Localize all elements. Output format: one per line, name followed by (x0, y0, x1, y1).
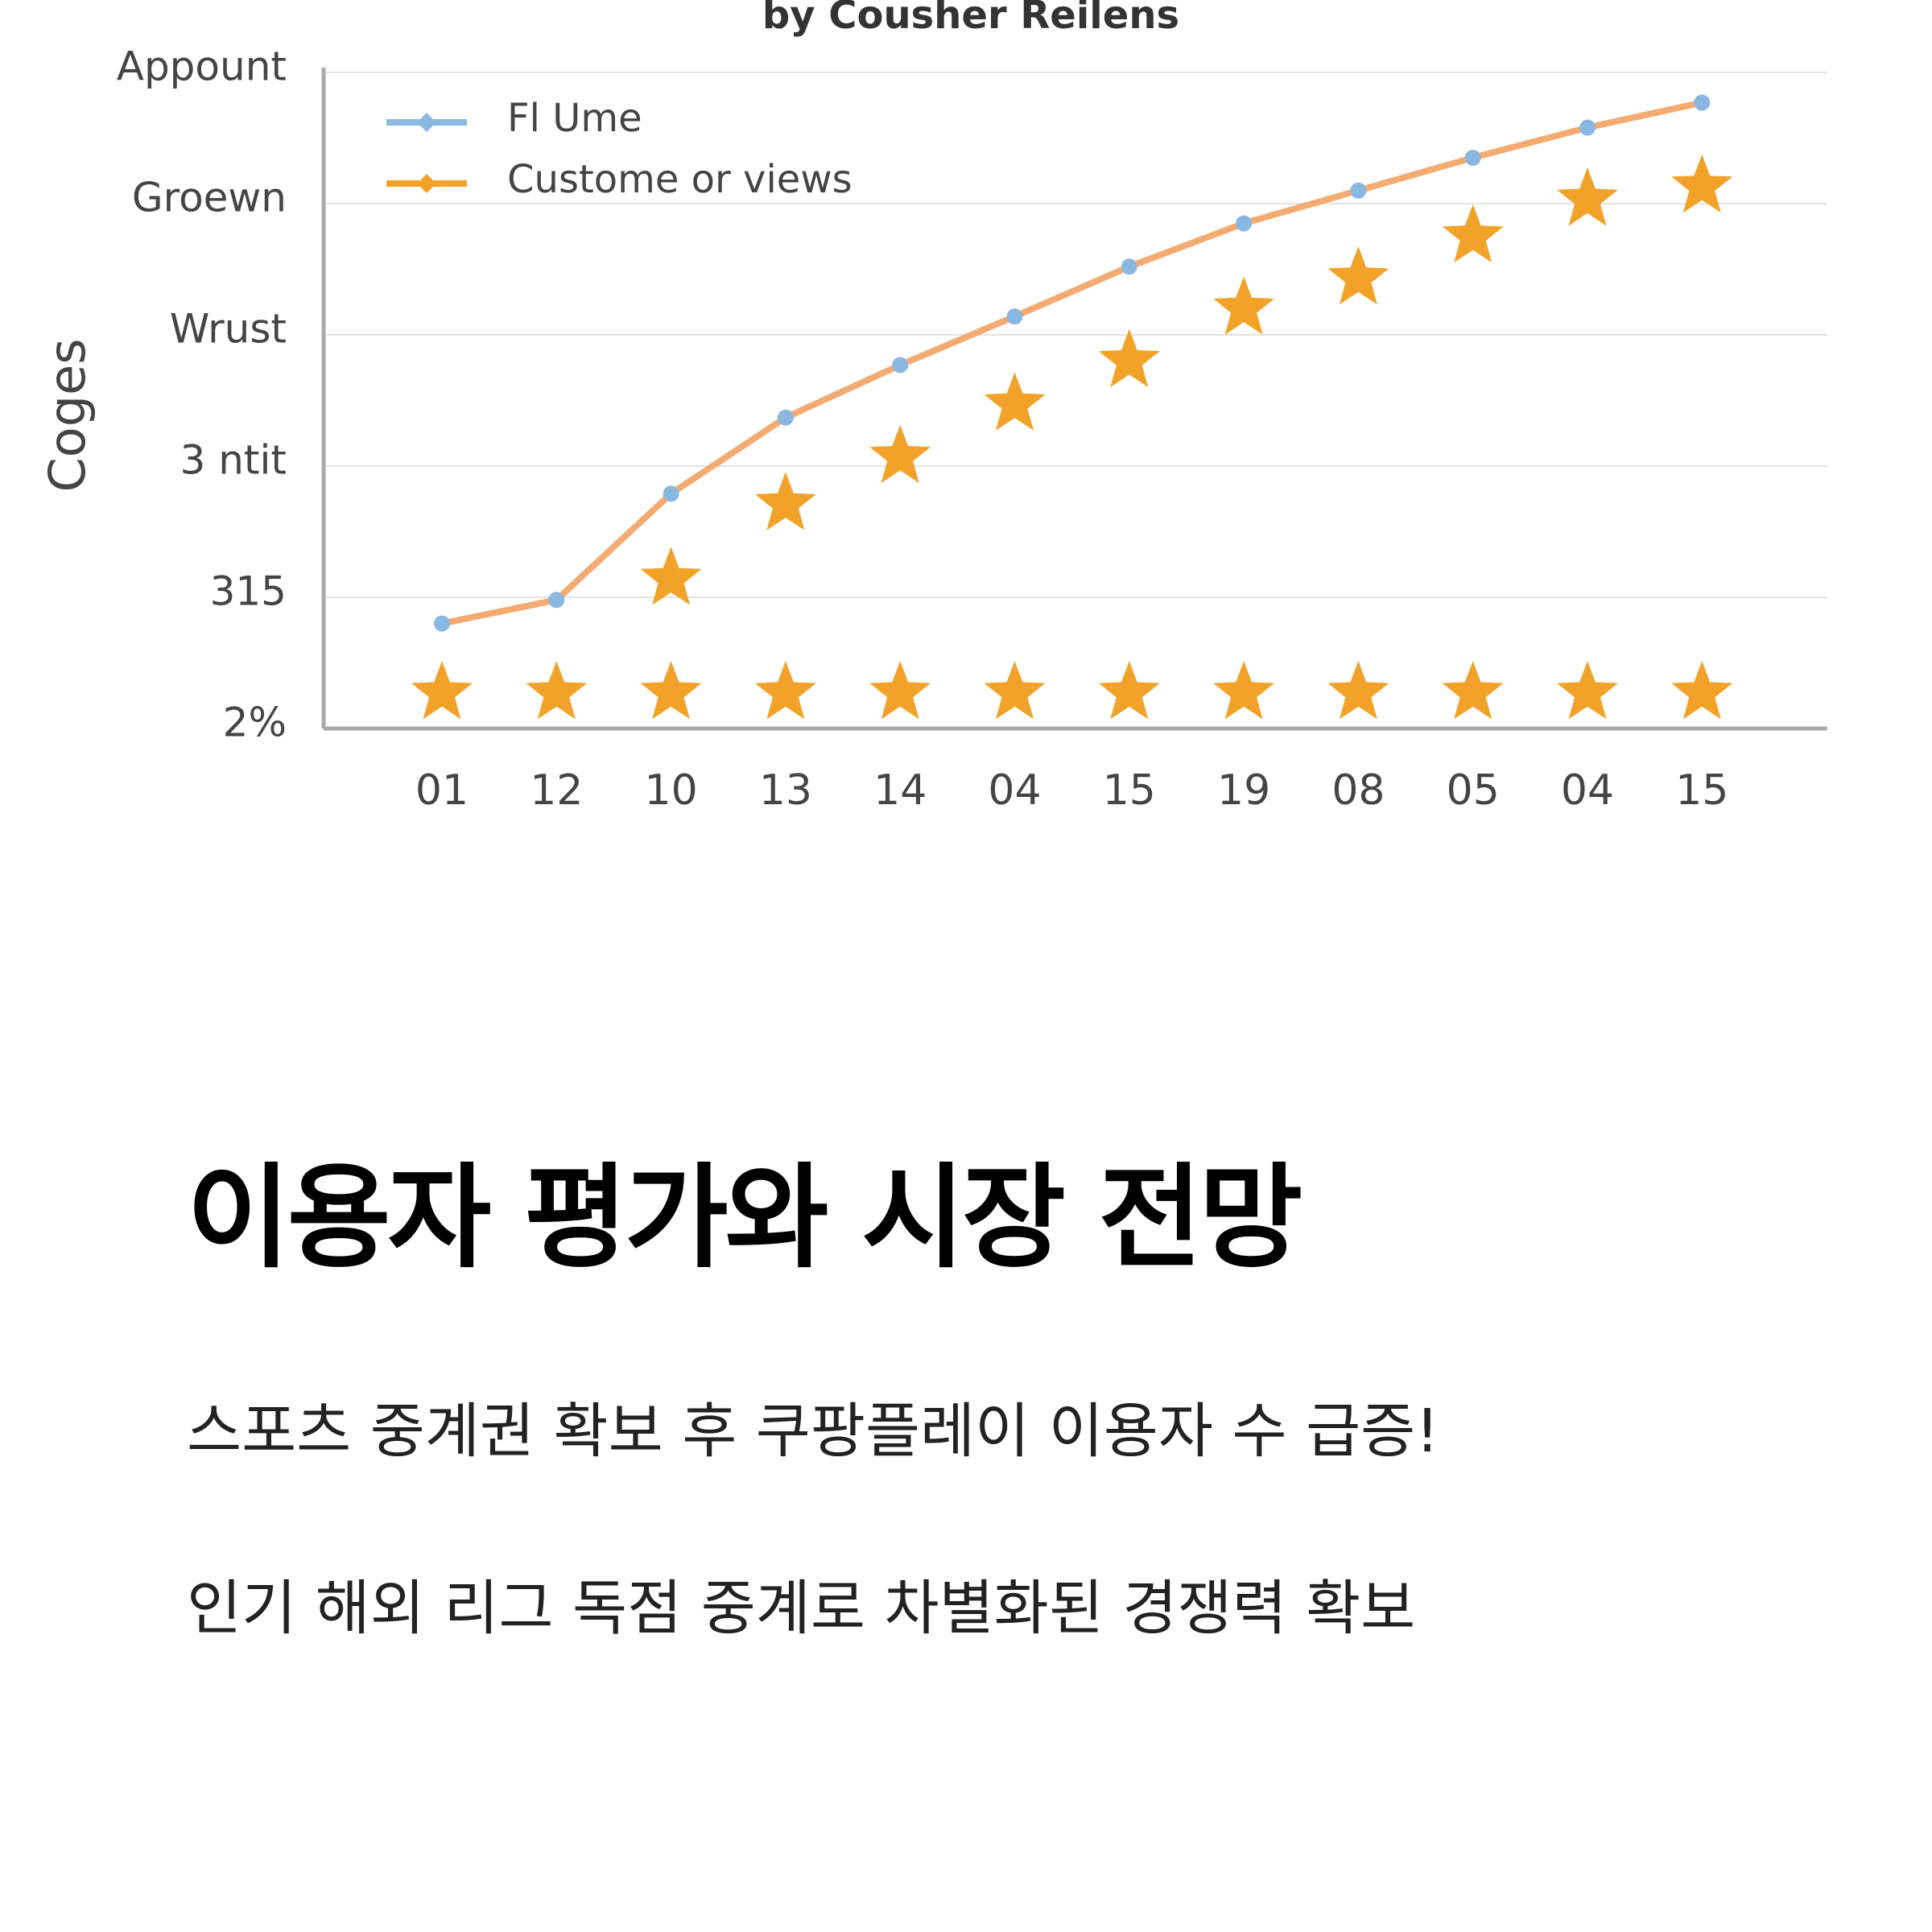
point (1006, 308, 1023, 325)
star-marker (984, 661, 1046, 720)
x-tick-label: 13 (759, 766, 812, 815)
star-marker (411, 661, 473, 720)
star-marker (1671, 661, 1733, 720)
legend-marker (417, 113, 436, 132)
point (434, 615, 450, 632)
star-marker (1327, 246, 1389, 305)
point (663, 485, 679, 502)
star-marker (1098, 328, 1160, 387)
heading: 이용자 평가와 시장 전망 (187, 1153, 1302, 1284)
point (548, 592, 565, 609)
star-marker (1213, 661, 1275, 720)
x-tick-label: 08 (1331, 766, 1385, 815)
star-marker (1442, 204, 1504, 263)
star-marker (1213, 276, 1275, 335)
point (892, 357, 909, 374)
x-tick-label: 05 (1447, 766, 1500, 815)
star-marker (869, 661, 931, 720)
star-marker (754, 472, 816, 530)
series-line (441, 99, 1703, 627)
x-tick-label: 19 (1217, 766, 1270, 815)
paragraph: 스포츠 중계권 확보 후 쿠팡플레이 이용자 수 급증! (187, 1397, 1439, 1466)
star-marker (869, 424, 931, 483)
x-tick-label: 01 (415, 766, 469, 815)
x-tick-label: 14 (873, 766, 927, 815)
x-tick-label: 12 (530, 766, 583, 815)
chart: by Cousher Reilens Coges 2% 315 3 ntit Wrus… (38, 0, 1827, 815)
star-marker (1671, 154, 1733, 213)
point (1579, 119, 1596, 136)
legend-label: Custome or views (507, 157, 852, 202)
y-tick-label: Wrust (170, 306, 287, 353)
star-marker (1098, 661, 1160, 720)
point (1121, 258, 1137, 275)
point (1236, 215, 1253, 232)
star-marker (526, 661, 588, 720)
legend-marker (417, 174, 436, 193)
point (777, 409, 794, 426)
star-marker (640, 547, 702, 605)
x-tick-label: 15 (1103, 766, 1156, 815)
y-tick-label: Appount (117, 43, 287, 90)
x-tick-label: 04 (988, 766, 1041, 815)
x-tick-label: 04 (1561, 766, 1614, 815)
y-axis-label: Coges (38, 338, 97, 492)
point (1350, 182, 1367, 199)
point (1694, 94, 1711, 111)
star-marker (984, 372, 1046, 431)
x-tick-label: 10 (645, 766, 698, 815)
star-marker (1327, 661, 1389, 720)
y-tick-label: Groewn (132, 175, 287, 221)
y-tick-label: 3 ntit (180, 437, 287, 484)
legend-label: Fl Ume (507, 96, 642, 141)
y-tick-label: 315 (210, 568, 287, 615)
star-marker (754, 661, 816, 720)
x-tick-label: 15 (1675, 766, 1728, 815)
star-marker (640, 661, 702, 720)
paragraph: 인기 해외 리그 독점 중계로 차별화된 경쟁력 확보 (187, 1574, 1416, 1643)
y-tick-label: 2% (223, 700, 287, 746)
star-marker (1557, 167, 1618, 226)
star-marker (1557, 661, 1618, 720)
point (1464, 149, 1481, 166)
star-marker (1442, 661, 1504, 720)
chart-title: by Cousher Reilens (762, 0, 1179, 38)
